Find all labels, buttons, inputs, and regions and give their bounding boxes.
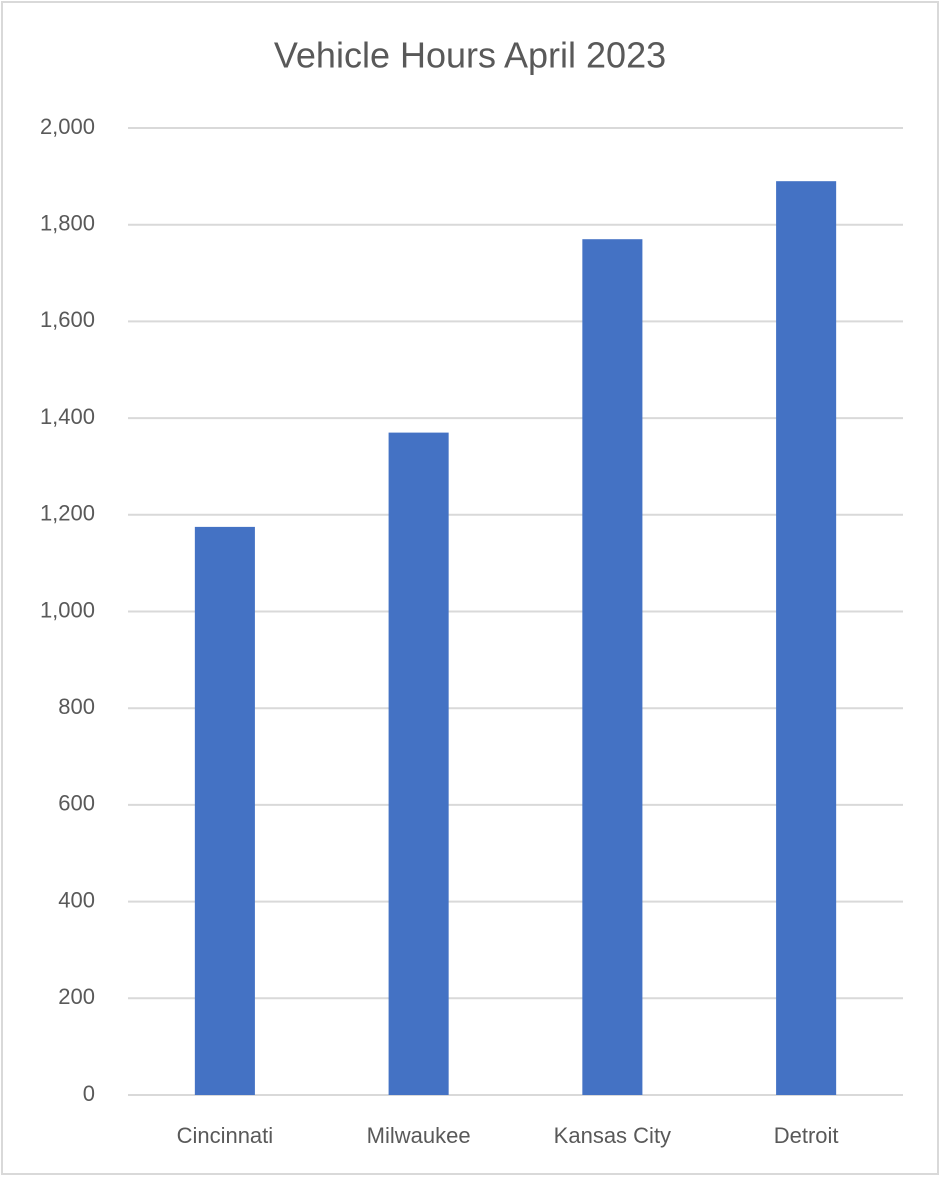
- y-tick-label: 600: [58, 791, 95, 816]
- y-tick-label: 400: [58, 887, 95, 912]
- y-tick-label: 1,800: [40, 211, 95, 236]
- y-tick-label: 1,400: [40, 404, 95, 429]
- y-tick-label: 1,000: [40, 597, 95, 622]
- y-tick-label: 200: [58, 984, 95, 1009]
- bar: [194, 526, 255, 1095]
- x-tick-label: Cincinnati: [177, 1123, 274, 1148]
- y-tick-label: 1,200: [40, 501, 95, 526]
- chart-title: Vehicle Hours April 2023: [274, 35, 666, 76]
- x-tick-label: Detroit: [774, 1123, 839, 1148]
- bar: [776, 181, 837, 1095]
- bar: [582, 239, 643, 1095]
- y-tick-label: 1,600: [40, 307, 95, 332]
- y-tick-label: 2,000: [40, 114, 95, 139]
- bar: [388, 432, 449, 1096]
- y-tick-label: 0: [83, 1081, 95, 1106]
- x-tick-label: Milwaukee: [367, 1123, 471, 1148]
- x-tick-label: Kansas City: [554, 1123, 671, 1148]
- y-tick-label: 800: [58, 694, 95, 719]
